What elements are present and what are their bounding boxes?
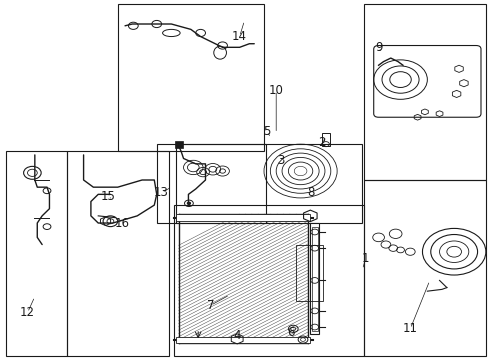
Text: 2: 2 xyxy=(317,136,325,149)
Bar xyxy=(176,144,361,223)
Text: 13: 13 xyxy=(154,186,169,199)
Bar xyxy=(176,337,310,343)
Text: 15: 15 xyxy=(101,190,115,203)
Bar xyxy=(311,226,317,330)
Bar xyxy=(363,180,485,356)
Bar xyxy=(66,151,168,356)
Text: 11: 11 xyxy=(402,322,417,335)
Bar xyxy=(310,223,319,334)
Text: 9: 9 xyxy=(374,41,382,54)
Text: 6: 6 xyxy=(286,326,294,339)
Bar xyxy=(176,214,310,221)
Bar xyxy=(5,151,66,356)
Bar xyxy=(157,144,266,223)
Bar xyxy=(295,245,322,301)
Bar xyxy=(175,141,182,148)
Bar xyxy=(321,134,330,146)
Text: 3: 3 xyxy=(277,154,284,167)
Bar xyxy=(118,4,264,151)
Bar xyxy=(173,205,363,356)
Text: 16: 16 xyxy=(115,216,130,230)
Bar xyxy=(363,4,485,180)
Text: 1: 1 xyxy=(361,252,368,265)
FancyBboxPatch shape xyxy=(373,45,480,117)
Text: 7: 7 xyxy=(206,299,214,312)
Text: 8: 8 xyxy=(306,186,314,199)
Circle shape xyxy=(187,202,190,204)
Text: 14: 14 xyxy=(232,30,246,43)
Text: 12: 12 xyxy=(20,306,35,319)
Text: 5: 5 xyxy=(262,125,269,138)
Text: 4: 4 xyxy=(233,329,241,342)
Text: 10: 10 xyxy=(268,84,283,97)
